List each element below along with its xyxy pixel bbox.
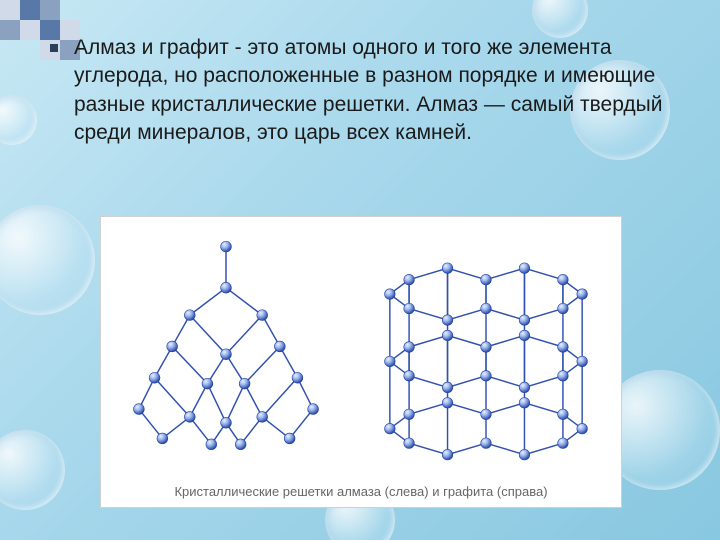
decor-square (0, 20, 20, 40)
water-bubble (0, 205, 95, 315)
bullet-icon (50, 44, 58, 52)
decor-square (20, 20, 40, 40)
lattice-figure: Кристаллические решетки алмаза (слева) и… (100, 216, 622, 508)
decor-square (40, 0, 60, 20)
graphite-lattice (361, 227, 611, 467)
decor-square (0, 0, 20, 20)
slide-content: Алмаз и графит - это атомы одного и того… (50, 34, 690, 147)
decor-square (20, 0, 40, 20)
decor-square (100, 0, 120, 20)
diamond-lattice (111, 229, 341, 459)
water-bubble (532, 0, 588, 38)
decor-square (60, 0, 80, 20)
decor-square (80, 0, 100, 20)
water-bubble (0, 430, 65, 510)
paragraph-text: Алмаз и графит - это атомы одного и того… (74, 34, 690, 147)
decor-square (20, 40, 40, 60)
figure-caption: Кристаллические решетки алмаза (слева) и… (101, 484, 621, 499)
decor-square (0, 40, 20, 60)
water-bubble (0, 95, 37, 145)
